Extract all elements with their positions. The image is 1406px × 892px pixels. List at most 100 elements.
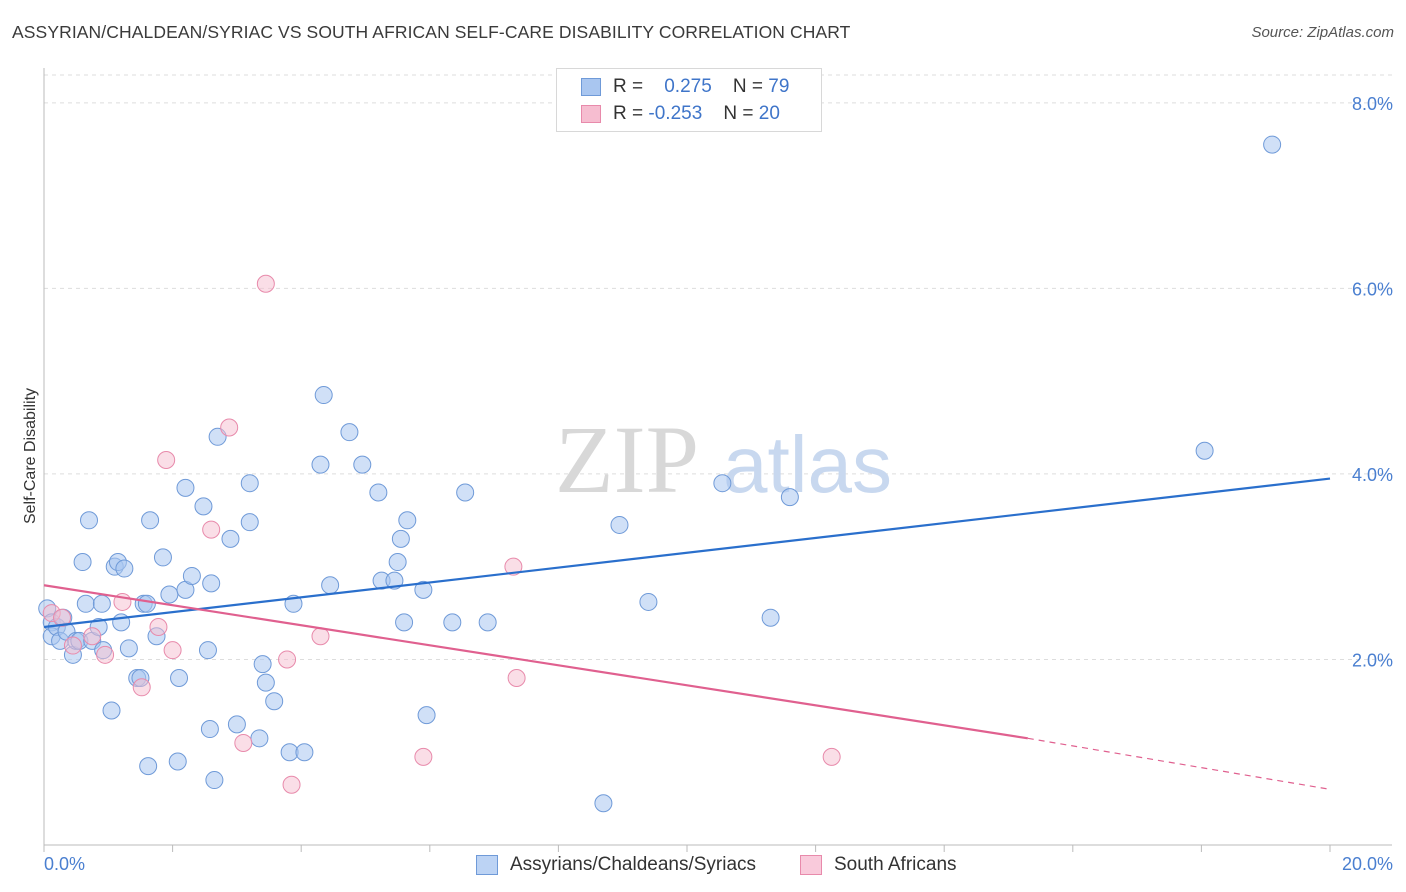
data-point (256, 673, 275, 692)
watermark-zip: ZIP (555, 406, 699, 513)
y-tick-label: 4.0% (1352, 465, 1393, 485)
bottom-legend-south-africans: South Africans (800, 852, 957, 878)
data-point (639, 592, 658, 611)
data-point (83, 627, 102, 646)
data-point (200, 720, 219, 739)
data-point (610, 515, 629, 534)
data-point (220, 418, 239, 437)
trend-line-assyrians (43, 477, 1331, 629)
data-point (507, 669, 526, 688)
data-point (194, 497, 213, 516)
data-point (92, 594, 111, 613)
data-point (234, 733, 253, 752)
data-point (132, 678, 151, 697)
data-point (321, 576, 340, 595)
data-point (80, 511, 99, 530)
data-point (176, 478, 195, 497)
data-point (102, 701, 121, 720)
data-point (385, 571, 404, 590)
data-point (295, 743, 314, 762)
data-point (205, 771, 224, 790)
data-point (63, 636, 82, 655)
series-south-africans (42, 274, 841, 794)
data-point (417, 706, 436, 725)
x-tick-label: 0.0% (44, 854, 85, 874)
data-point (398, 511, 417, 530)
data-point (119, 639, 138, 658)
data-point (76, 594, 95, 613)
data-point (139, 757, 158, 776)
data-point (256, 274, 275, 293)
data-point (182, 566, 201, 585)
data-point (153, 548, 172, 567)
chart-title: ASSYRIAN/CHALDEAN/SYRIAC VS SOUTH AFRICA… (12, 22, 851, 42)
data-point (478, 613, 497, 632)
data-point (53, 608, 72, 627)
tick-labels: 2.0% 4.0% 6.0% 8.0% 0.0% 20.0% (44, 94, 1393, 874)
pink-swatch-icon (581, 105, 601, 123)
data-point (443, 613, 462, 632)
correlation-legend: R = 0.275 N = 79 R = -0.253 N = 20 (556, 68, 822, 132)
trend-line-extension (1027, 737, 1331, 790)
blue-swatch-icon (476, 855, 498, 875)
data-point (250, 729, 269, 748)
source-label: Source: ZipAtlas.com (1251, 24, 1394, 41)
data-point (504, 557, 523, 576)
data-point (253, 655, 272, 674)
data-point (163, 641, 182, 660)
data-point (168, 752, 187, 771)
data-point (240, 474, 259, 493)
y-tick-label: 8.0% (1352, 94, 1393, 114)
data-point (353, 455, 372, 474)
data-point (1195, 441, 1214, 460)
data-point (780, 488, 799, 507)
data-point (456, 483, 475, 502)
legend-n-value: 79 (768, 76, 790, 97)
data-point (73, 553, 92, 572)
data-point (141, 511, 160, 530)
bottom-legend-label: Assyrians/Chaldeans/Syriacs (510, 854, 757, 875)
legend-row-assyrians: R = 0.275 N = 79 (581, 75, 789, 99)
data-point (96, 645, 115, 664)
data-point (594, 794, 613, 813)
data-point (157, 451, 176, 469)
data-point (395, 613, 414, 632)
data-point (311, 455, 330, 474)
data-point (240, 513, 259, 532)
data-point (202, 574, 221, 593)
legend-n-label: N = (723, 103, 754, 124)
legend-r-value: 0.275 (664, 76, 712, 97)
y-axis-label: Self-Care Disability (22, 388, 39, 524)
data-point (227, 715, 246, 734)
data-point (149, 617, 168, 636)
x-tick-label: 20.0% (1342, 854, 1393, 874)
data-point (221, 529, 240, 548)
grid-lines (44, 74, 1392, 660)
data-point (311, 627, 330, 646)
legend-r-value: -0.253 (648, 103, 703, 124)
trend-line-south-africans (43, 584, 1028, 740)
data-point (202, 520, 221, 539)
data-point (340, 423, 359, 442)
data-point (414, 747, 433, 766)
blue-swatch-icon (581, 78, 601, 96)
data-point (170, 669, 189, 688)
watermark-atlas: atlas (723, 420, 892, 509)
legend-row-south-africans: R = -0.253 N = 20 (581, 102, 780, 126)
data-point (265, 692, 284, 711)
y-tick-label: 2.0% (1352, 650, 1393, 670)
legend-r-label: R = (613, 76, 644, 97)
data-point (198, 641, 217, 660)
legend-n-value: 20 (758, 103, 780, 124)
axes (43, 68, 1392, 852)
pink-swatch-icon (800, 855, 822, 875)
legend-n-label: N = (732, 76, 764, 97)
legend-r-label: R = (613, 103, 644, 124)
data-point (278, 650, 297, 669)
bottom-legend-label: South Africans (834, 854, 957, 875)
data-point (391, 529, 410, 548)
data-point (314, 386, 333, 405)
data-point (414, 580, 433, 599)
data-point (761, 608, 780, 627)
